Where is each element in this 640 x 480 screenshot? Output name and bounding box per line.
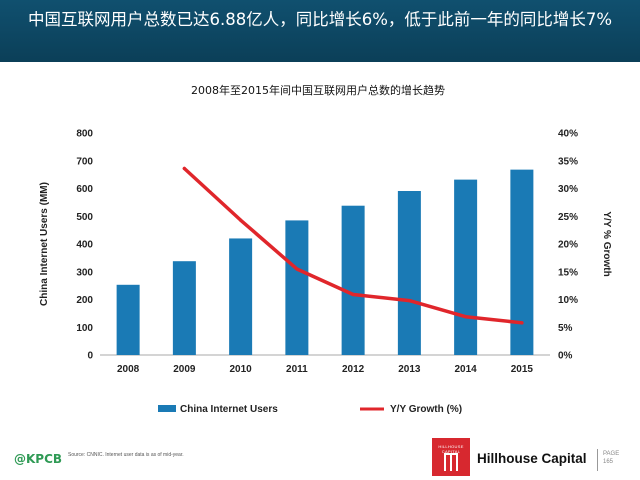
x-tick-label: 2008 (117, 364, 140, 375)
company-name: Hillhouse Capital (477, 451, 587, 466)
y-tick-label: 100 (76, 323, 93, 334)
logo-small-text: HILLHOUSE CAPITAL (438, 444, 464, 454)
x-ticks: 2008 2009 2010 2011 2012 2013 2014 2015 (117, 364, 533, 375)
x-tick-label: 2014 (455, 364, 478, 375)
y2-tick-label: 40% (558, 129, 578, 140)
y-tick-label: 700 (76, 156, 93, 167)
y2-tick-label: 25% (558, 212, 578, 223)
x-tick-label: 2012 (342, 364, 365, 375)
y2-tick-label: 15% (558, 267, 578, 278)
source-note: Source: CNNIC. Internet user data is as … (68, 452, 184, 458)
y-tick-label: 400 (76, 240, 93, 251)
x-tick-label: 2015 (511, 364, 534, 375)
y-tick-label: 200 (76, 295, 93, 306)
y2-tick-label: 30% (558, 184, 578, 195)
x-tick-label: 2009 (173, 364, 196, 375)
y-tick-label: 500 (76, 212, 93, 223)
bar (229, 238, 253, 355)
header-bar: 中国互联网用户总数已达6.88亿人，同比增长6%，低于此前一年的同比增长7% (0, 0, 640, 62)
growth-point (407, 299, 411, 303)
legend: China Internet Users Y/Y Growth (%) (158, 404, 462, 415)
bar (172, 261, 196, 355)
slide-title: 中国互联网用户总数已达6.88亿人，同比增长6%，低于此前一年的同比增长7% (28, 10, 613, 29)
y2-tick-label: 5% (558, 323, 573, 334)
y2-tick-label: 0% (558, 351, 573, 362)
growth-point (520, 321, 524, 325)
kpcb-brand: @KPCB (14, 452, 63, 466)
growth-point (239, 218, 243, 222)
legend-label-growth: Y/Y Growth (%) (390, 404, 462, 415)
bar (341, 205, 365, 355)
growth-point (464, 315, 468, 319)
y-axis-label: China Internet Users (MM) (39, 182, 50, 306)
logo-mark-bar (450, 453, 452, 471)
bar (285, 220, 309, 355)
x-tick-label: 2011 (286, 364, 308, 375)
growth-line-group (182, 166, 524, 325)
growth-point (182, 166, 186, 171)
bars (116, 169, 534, 355)
y-tick-label: 800 (76, 129, 93, 140)
y2-axis-label: Y/Y % Growth (601, 211, 612, 276)
bar (454, 179, 478, 355)
bar (397, 190, 421, 355)
y-ticks: 0 100 200 300 400 500 600 700 800 (76, 129, 93, 362)
page-number: 165 (603, 459, 614, 465)
chart: 2008年至2015年间中国互联网用户总数的增长趋势 China Interne… (39, 83, 612, 415)
y-tick-label: 0 (87, 351, 93, 362)
y2-tick-label: 35% (558, 156, 578, 167)
x-tick-label: 2013 (398, 364, 421, 375)
y-tick-label: 600 (76, 184, 93, 195)
hillhouse-logo: HILLHOUSE CAPITAL (432, 438, 470, 476)
growth-point (351, 292, 355, 297)
x-tick-label: 2010 (230, 364, 253, 375)
bar (510, 169, 534, 355)
page-separator (597, 449, 598, 471)
y2-tick-label: 10% (558, 295, 578, 306)
legend-swatch-users (158, 405, 176, 412)
legend-label-users: China Internet Users (180, 404, 278, 415)
y-tick-label: 300 (76, 267, 93, 278)
chart-title: 2008年至2015年间中国互联网用户总数的增长趋势 (191, 83, 445, 97)
y2-tick-label: 20% (558, 240, 578, 251)
y2-ticks: 0% 5% 10% 15% 20% 25% 30% 35% 40% (558, 129, 578, 362)
growth-point (295, 267, 299, 271)
page-label: PAGE (603, 451, 620, 457)
bar (116, 284, 140, 355)
page-indicator: PAGE 165 (603, 450, 619, 466)
